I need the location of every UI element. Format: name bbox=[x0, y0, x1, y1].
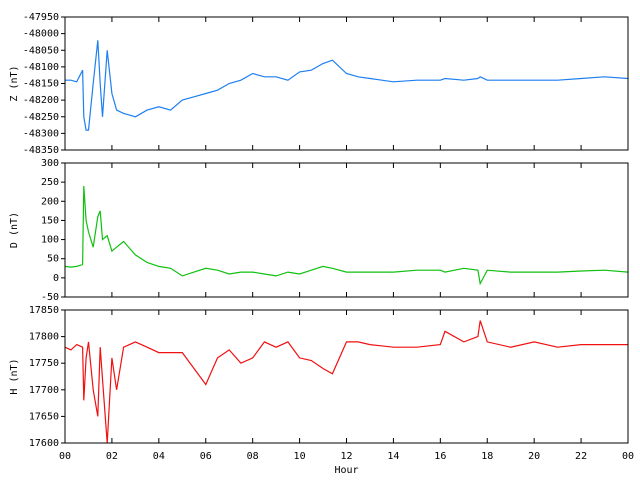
x-tick-label: 14 bbox=[387, 451, 399, 462]
x-tick-label: 18 bbox=[481, 451, 493, 462]
y-tick-label: 200 bbox=[41, 196, 59, 207]
x-tick-label: 04 bbox=[153, 451, 165, 462]
x-tick-label: 16 bbox=[434, 451, 446, 462]
y-tick-label: 300 bbox=[41, 158, 59, 169]
y-tick-label: -50 bbox=[41, 292, 59, 303]
data-line bbox=[64, 185, 629, 286]
x-tick-label: 00 bbox=[59, 451, 71, 462]
x-tick-label: 08 bbox=[247, 451, 259, 462]
y-tick-label: -48300 bbox=[23, 128, 59, 139]
y-tick-label: 17650 bbox=[29, 411, 59, 422]
y-tick-label: 17750 bbox=[29, 358, 59, 369]
y-tick-label: 17700 bbox=[29, 385, 59, 396]
y-tick-label: 0 bbox=[53, 273, 59, 284]
data-line bbox=[64, 320, 628, 444]
x-axis-label: Hour bbox=[334, 465, 358, 476]
y-axis-label: D (nT) bbox=[9, 212, 20, 248]
y-tick-label: -48000 bbox=[23, 29, 59, 40]
x-tick-label: 22 bbox=[575, 451, 587, 462]
y-tick-label: 17800 bbox=[29, 332, 59, 343]
plot-frame bbox=[64, 162, 629, 298]
y-tick-label: -48150 bbox=[23, 79, 59, 90]
plot-frame bbox=[64, 16, 629, 151]
x-tick-label: 00 bbox=[622, 451, 634, 462]
x-tick-label: 20 bbox=[528, 451, 540, 462]
y-tick-label: -47950 bbox=[23, 12, 59, 23]
data-line bbox=[65, 40, 629, 131]
x-tick-label: 12 bbox=[340, 451, 352, 462]
y-tick-label: 100 bbox=[41, 235, 59, 246]
y-tick-label: -48200 bbox=[23, 95, 59, 106]
y-tick-label: -48250 bbox=[23, 112, 59, 123]
y-tick-label: 17600 bbox=[29, 438, 59, 449]
y-axis-label: H (nT) bbox=[9, 358, 20, 394]
y-tick-label: -48050 bbox=[23, 45, 59, 56]
y-tick-label: 17850 bbox=[29, 305, 59, 316]
x-tick-label: 02 bbox=[106, 451, 118, 462]
x-tick-label: 10 bbox=[294, 451, 306, 462]
y-tick-label: -48350 bbox=[23, 145, 59, 156]
plot-frame bbox=[64, 309, 629, 444]
y-axis-label: Z (nT) bbox=[9, 65, 20, 101]
y-tick-label: -48100 bbox=[23, 62, 59, 73]
y-tick-label: 50 bbox=[47, 254, 59, 265]
y-tick-label: 150 bbox=[41, 215, 59, 226]
x-tick-label: 06 bbox=[200, 451, 212, 462]
y-tick-label: 250 bbox=[41, 177, 59, 188]
